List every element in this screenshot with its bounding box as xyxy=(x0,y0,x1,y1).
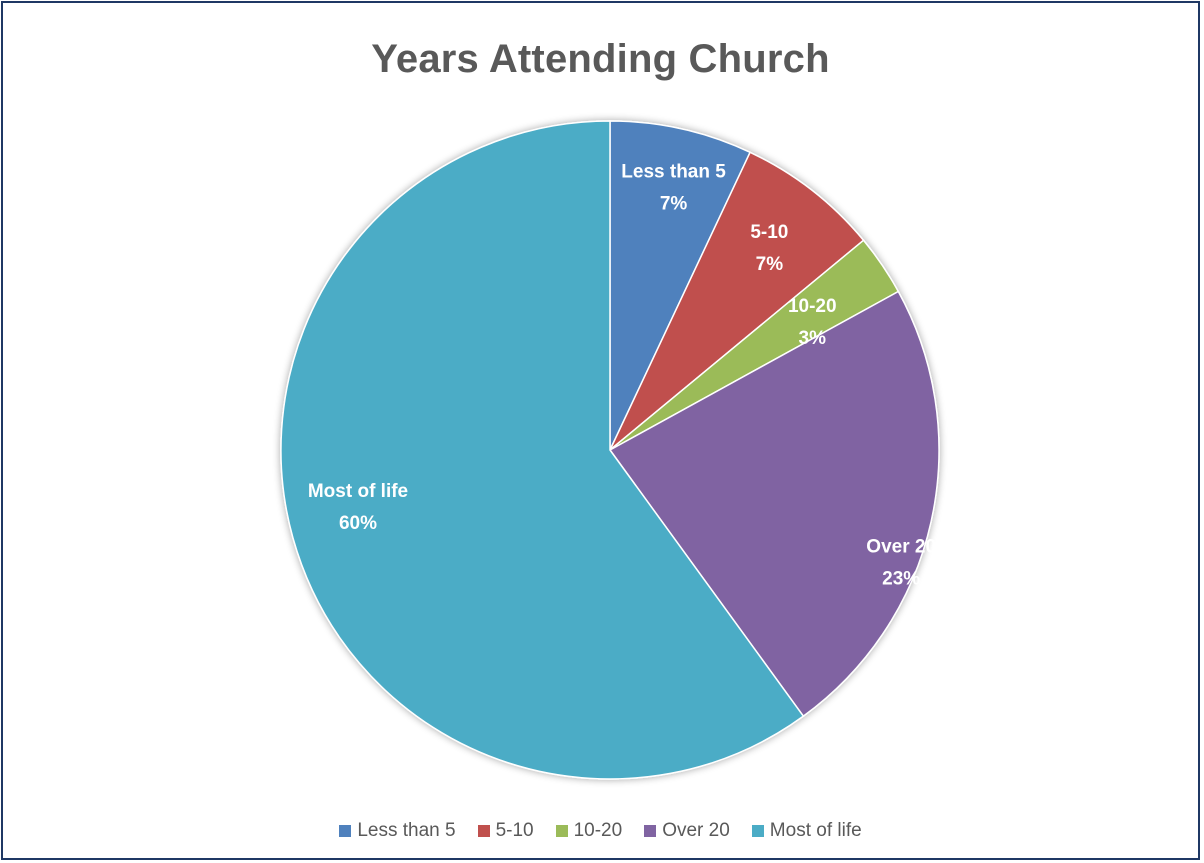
slice-label-percent: 7% xyxy=(756,254,784,275)
pie-slice-over-20 xyxy=(608,290,940,718)
legend-item: Most of life xyxy=(751,820,862,842)
slice-label-category: 5-10 xyxy=(750,222,788,243)
legend-swatch xyxy=(644,825,657,837)
legend-item: Less than 5 xyxy=(339,820,456,842)
slice-label-percent: 7% xyxy=(660,194,688,215)
legend-swatch xyxy=(751,825,764,837)
legend-label: Less than 5 xyxy=(357,820,456,841)
legend-item: 10-20 xyxy=(555,820,623,842)
legend-label: 5-10 xyxy=(495,820,534,841)
slice-label-category: Over 20 xyxy=(866,537,936,558)
legend-item: Over 20 xyxy=(644,820,730,842)
slice-label-category: Most of life xyxy=(308,481,408,502)
slice-label-category: Less than 5 xyxy=(621,162,726,183)
chart-legend: Less than 5 5-10 10-20 Over 20 Most of life xyxy=(3,820,1198,842)
slice-label-percent: 60% xyxy=(339,513,377,534)
legend-swatch xyxy=(555,825,568,837)
pie-slice-less-than-5 xyxy=(609,120,752,451)
slice-label-percent: 3% xyxy=(799,328,827,349)
slice-label-category: 10-20 xyxy=(788,296,837,317)
pie-slice-most-of-life xyxy=(280,120,805,780)
chart-title: Years Attending Church xyxy=(371,37,830,81)
legend-label: Most of life xyxy=(769,820,862,841)
pie-slice-5-10 xyxy=(609,151,865,451)
legend-swatch xyxy=(339,825,352,837)
pie-chart: Less than 57%5-107%10-203%Over 2023%Most… xyxy=(280,120,940,780)
legend-item: 5-10 xyxy=(477,820,534,842)
legend-label: Over 20 xyxy=(662,820,730,841)
legend-swatch xyxy=(477,825,490,837)
legend-label: 10-20 xyxy=(573,820,623,841)
slice-label-percent: 23% xyxy=(882,569,920,590)
